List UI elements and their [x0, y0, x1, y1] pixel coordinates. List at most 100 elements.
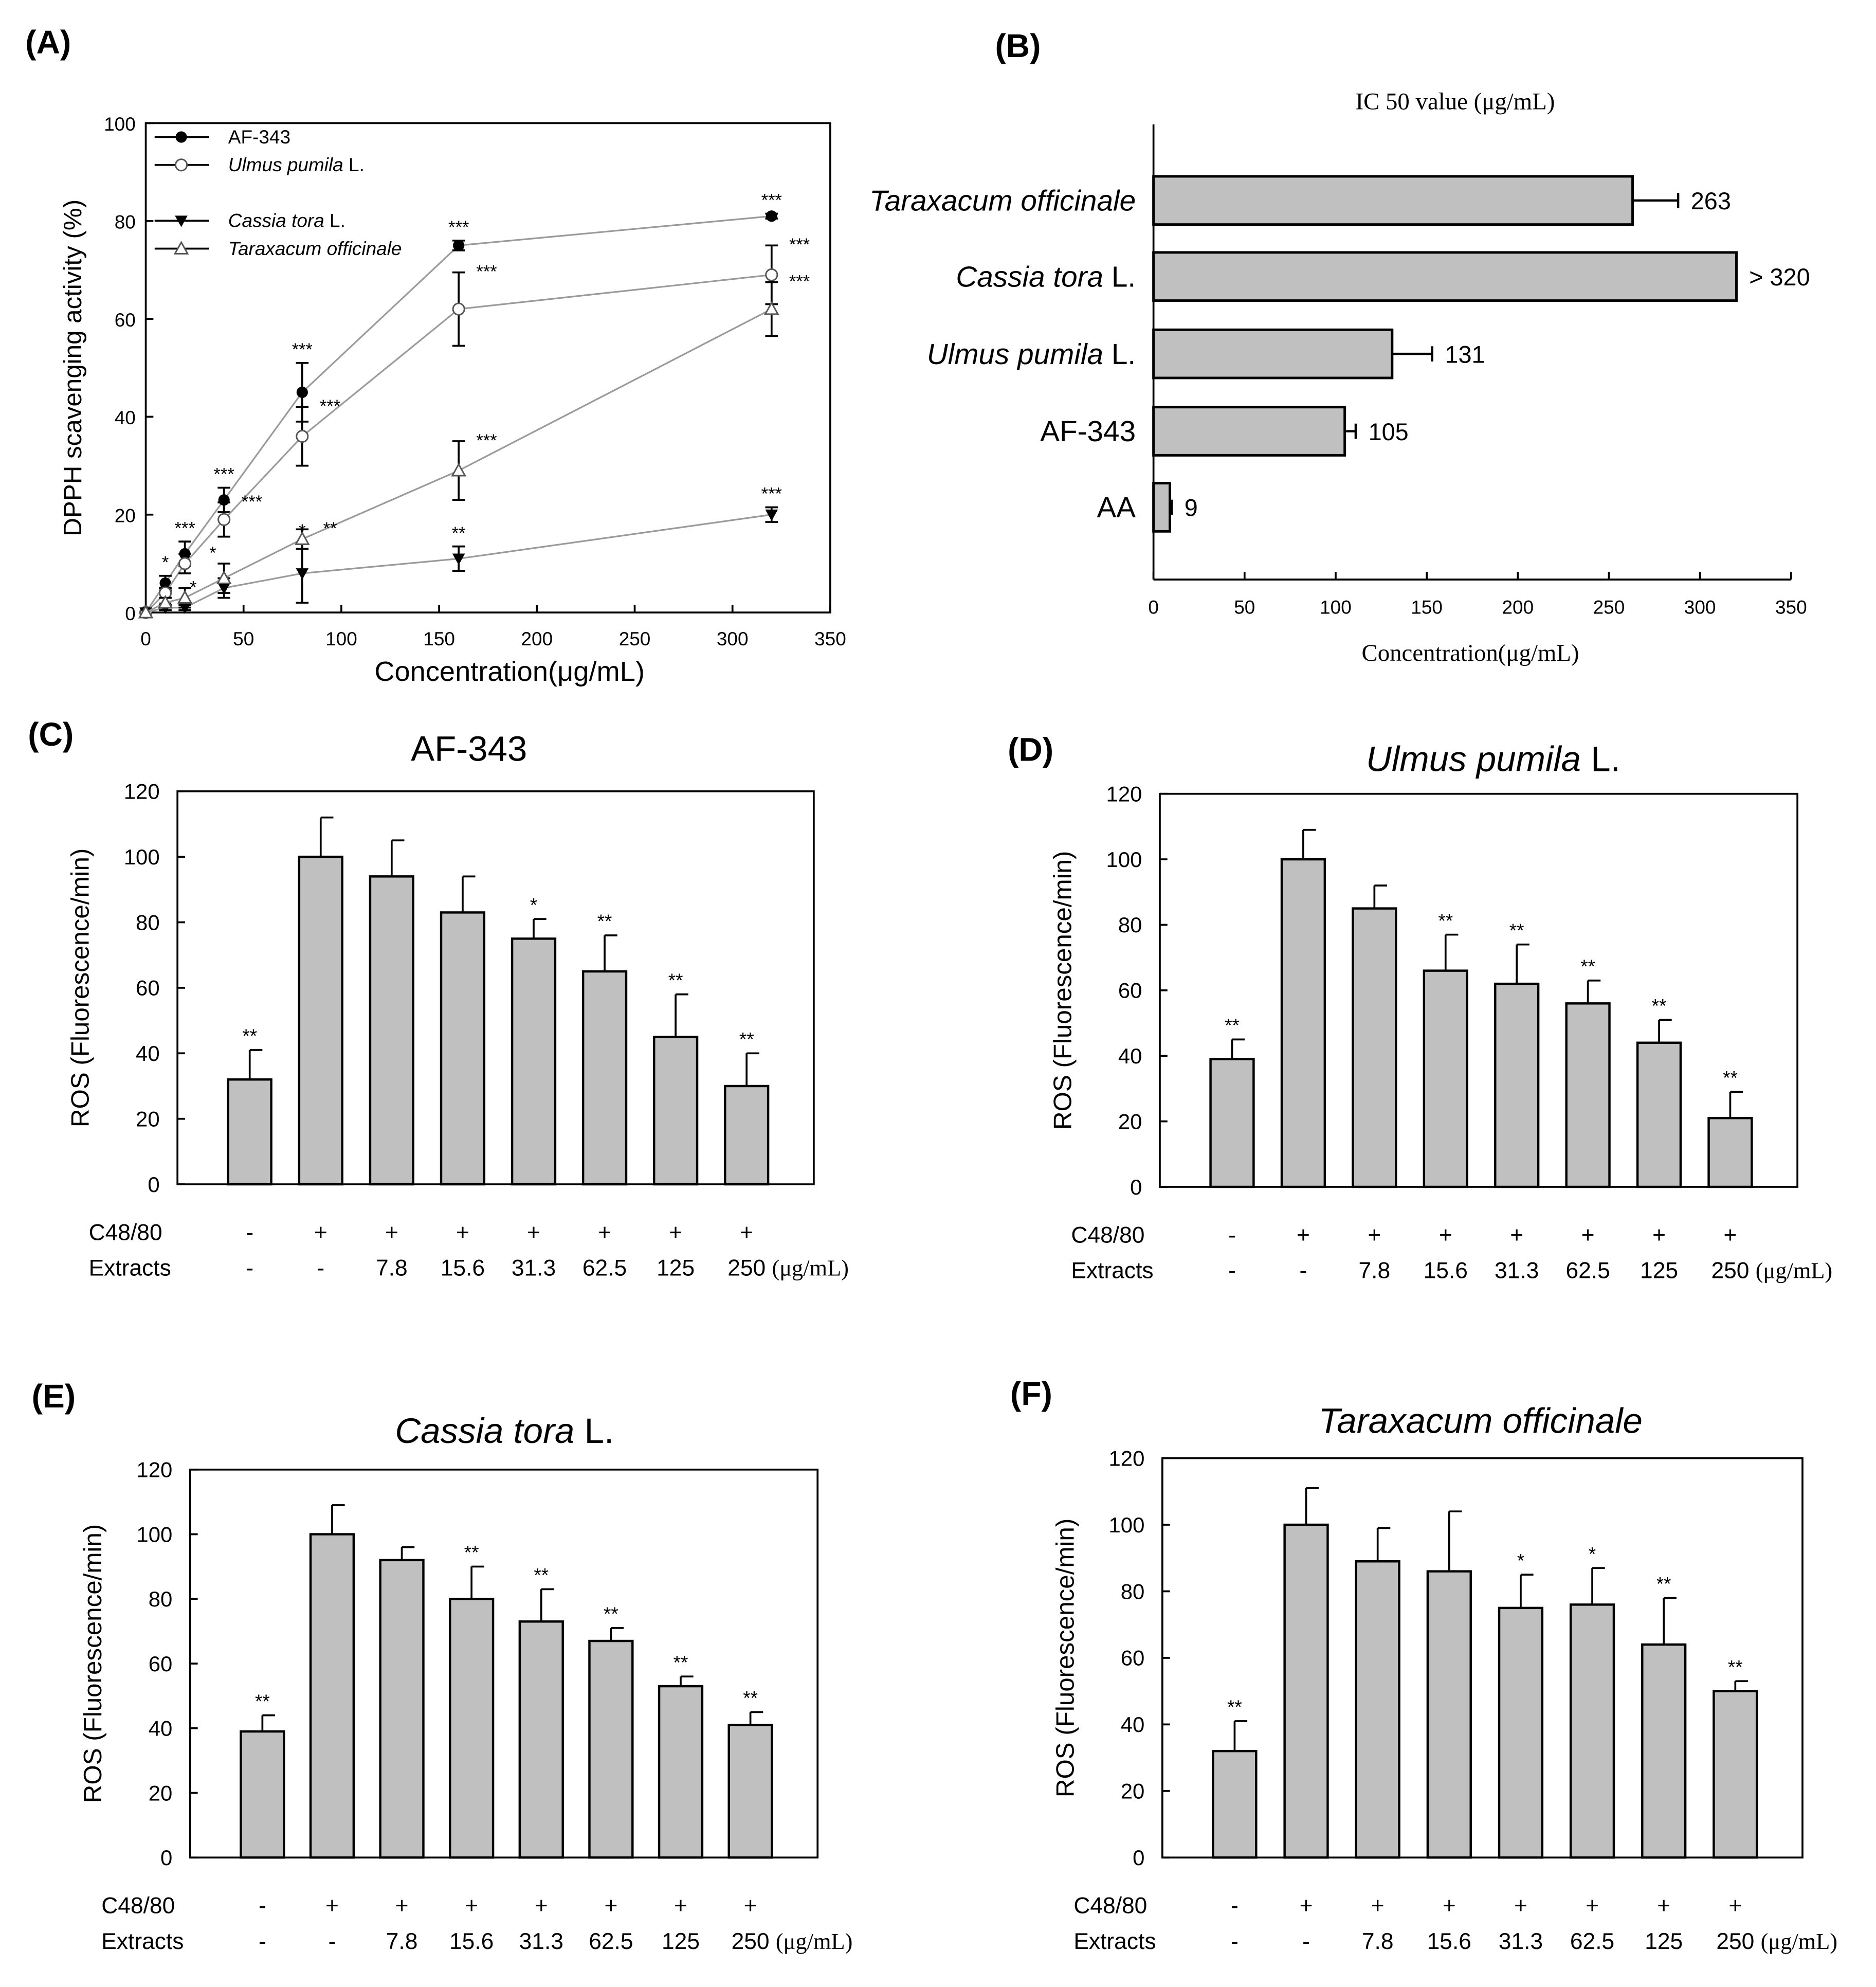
- significance-stars: ***: [292, 340, 313, 359]
- bar: [724, 1085, 770, 1186]
- row-label-extracts: Extracts: [1073, 1929, 1156, 1954]
- chart-title-d-main: Ulmus pumila: [1366, 739, 1581, 779]
- c48-80-sign: +: [1652, 1222, 1666, 1248]
- c48-80-sign: -: [246, 1220, 253, 1245]
- significance-stars: *: [162, 553, 169, 572]
- bar: [1209, 1058, 1255, 1188]
- series-3: ********Taraxacum officinale: [138, 238, 810, 619]
- significance-stars: **: [604, 1603, 618, 1624]
- c48-80-sign: +: [1724, 1222, 1737, 1248]
- y-tick-label-f: 0: [1133, 1846, 1144, 1870]
- legend-label: Cassia tora L.: [228, 210, 345, 231]
- plot-frame-a: [144, 122, 831, 613]
- y-tick-label-e: 0: [160, 1846, 172, 1870]
- bar: [1152, 328, 1394, 380]
- extract-concentration: 7.8: [376, 1256, 408, 1281]
- bar-group-7: ** +250: [1713, 1656, 1758, 1954]
- x-tick-label-b: 300: [1684, 597, 1716, 618]
- extract-concentration: 31.3: [1495, 1258, 1539, 1284]
- c48-80-sign: +: [674, 1893, 687, 1919]
- y-tick-label-e: 60: [149, 1652, 173, 1676]
- y-tick-label-f: 20: [1121, 1779, 1145, 1803]
- bar-group-2: +7.8: [1352, 884, 1397, 1284]
- significance-stars: **: [1728, 1656, 1743, 1677]
- y-tick-label-e: 40: [149, 1717, 173, 1741]
- y-tick-label-e: 120: [136, 1458, 172, 1482]
- unit-label: (μg/mL): [776, 1928, 852, 1954]
- extract-concentration: -: [317, 1256, 324, 1281]
- significance-stars: **: [597, 911, 612, 932]
- data-point: [296, 429, 309, 443]
- significance-stars: **: [464, 1542, 479, 1563]
- extract-concentration: 15.6: [1427, 1929, 1471, 1954]
- x-tick-label-b: 250: [1593, 597, 1625, 618]
- legend-label: AF-343: [228, 127, 290, 148]
- significance-stars: **: [242, 1025, 257, 1046]
- bar: [1498, 1606, 1544, 1859]
- y-tick-label-f: 60: [1121, 1646, 1145, 1670]
- bar-group-2: +7.8: [369, 839, 414, 1281]
- c48-80-sign: +: [535, 1893, 548, 1919]
- bar-group-0: ** - -: [240, 1691, 285, 1954]
- data-point: [766, 210, 777, 222]
- category-label-main: AA: [1097, 492, 1136, 524]
- bar-group-7: ** +250: [724, 1028, 770, 1281]
- bar: [511, 937, 557, 1186]
- y-tick-label-a: 100: [104, 114, 136, 135]
- x-tick-label-b: 350: [1775, 597, 1807, 618]
- data-point: [177, 590, 193, 604]
- y-tick-label-c: 60: [136, 976, 160, 1000]
- y-tick-label-f: 100: [1108, 1513, 1144, 1537]
- extract-concentration: 62.5: [582, 1256, 627, 1281]
- significance-stars: *: [530, 894, 537, 915]
- significance-stars: ***: [789, 235, 810, 255]
- extract-concentration: 31.3: [519, 1929, 563, 1954]
- data-point: [295, 531, 310, 545]
- bar: [379, 1559, 425, 1859]
- bar: [1152, 406, 1346, 457]
- value-label: 9: [1185, 495, 1198, 521]
- y-axis-label-e: ROS (Fluorescence/min): [79, 1524, 107, 1803]
- bar-group-6: ** +125: [652, 970, 699, 1281]
- bar-group-3: +15.6: [440, 875, 486, 1281]
- data-point: [763, 301, 779, 315]
- extract-concentration: 62.5: [1565, 1258, 1610, 1284]
- chart-title-f-main: Taraxacum officinale: [1319, 1401, 1643, 1440]
- y-axis-label-a: DPPH scavenging activity (%): [59, 200, 87, 536]
- y-tick-label-d: 20: [1118, 1109, 1142, 1133]
- significance-stars: **: [739, 1028, 754, 1050]
- bar-group-3: ** +15.6: [449, 1542, 495, 1954]
- bar: [1280, 858, 1326, 1188]
- chart-title-b: IC 50 value (μg/mL): [1355, 88, 1555, 115]
- c48-80-sign: -: [1228, 1222, 1236, 1248]
- bar: [1641, 1643, 1687, 1859]
- y-tick-label-d: 40: [1118, 1044, 1142, 1068]
- row-label-c48-80: C48/80: [89, 1220, 162, 1245]
- data-point: [157, 594, 173, 609]
- bar-group-4: ** +31.3: [1494, 920, 1540, 1284]
- significance-stars: ***: [761, 484, 782, 504]
- extract-concentration: 31.3: [512, 1256, 556, 1281]
- bar: [581, 970, 628, 1186]
- x-tick-label-b: 100: [1320, 597, 1352, 618]
- bar: [298, 855, 343, 1186]
- legend-label: Ulmus pumila L.: [228, 154, 365, 175]
- x-tick-label-b: 50: [1234, 597, 1255, 618]
- extract-concentration: 31.3: [1499, 1929, 1543, 1954]
- extract-concentration: 7.8: [386, 1929, 418, 1954]
- category-label-suffix: L.: [1103, 261, 1136, 293]
- bar-row-1: > 320: [1152, 251, 1810, 302]
- bar-group-0: ** - -: [1209, 1015, 1255, 1284]
- bar: [1569, 1603, 1615, 1859]
- bar-group-5: ** +62.5: [581, 911, 628, 1281]
- legend-label: Taraxacum officinale: [228, 238, 402, 259]
- panel-label-b: (B): [995, 27, 1041, 64]
- extract-concentration: 125: [1640, 1258, 1678, 1284]
- unit-label: (μg/mL): [772, 1255, 849, 1281]
- legend-marker: [175, 215, 188, 227]
- y-axis-label-f: ROS (Fluorescence/min): [1051, 1519, 1079, 1797]
- y-tick-label-d: 120: [1106, 782, 1142, 806]
- significance-stars: **: [1580, 956, 1595, 977]
- y-tick-label-c: 100: [124, 845, 160, 869]
